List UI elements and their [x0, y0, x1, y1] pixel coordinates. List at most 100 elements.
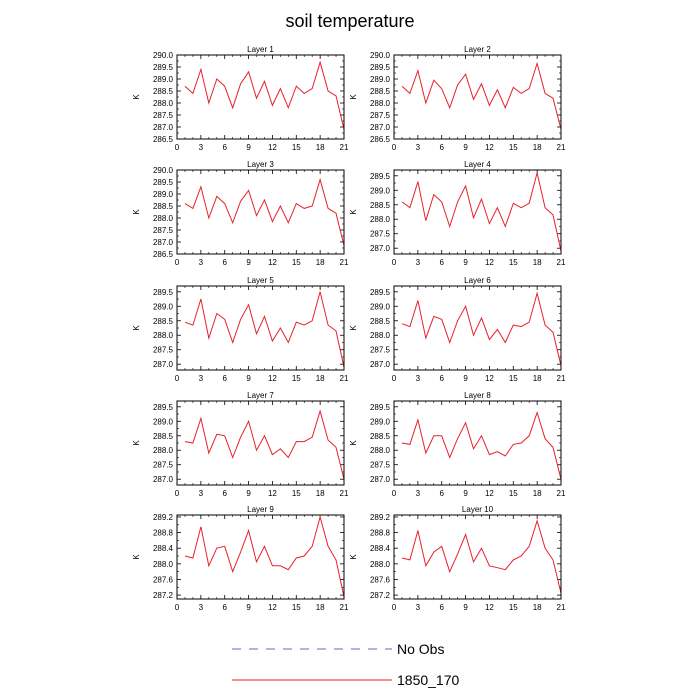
y-tick-label: 290.0: [153, 166, 174, 175]
series-line-1850_170: [184, 515, 344, 598]
y-tick-label: 288.0: [153, 99, 174, 108]
y-axis-label: K: [132, 325, 141, 331]
x-tick-label: 9: [246, 258, 251, 267]
y-tick-label: 288.0: [370, 560, 391, 569]
x-tick-label: 6: [222, 374, 227, 383]
plot-frame: [393, 400, 562, 486]
x-tick-label: 6: [439, 258, 444, 267]
y-tick-label: 289.0: [153, 190, 174, 199]
series-line-1850_170: [401, 410, 561, 480]
plot-frame: [176, 514, 345, 600]
series-line-1850_170: [184, 291, 344, 368]
y-tick-label: 287.2: [370, 591, 391, 600]
x-tick-label: 0: [392, 143, 397, 152]
x-tick-label: 3: [199, 489, 204, 498]
panel-grid: Layer 1 K 0 3 6 9 12 15 18 21 286.5 287.0 287.5 288.0…: [132, 45, 566, 612]
y-tick-label: 287.2: [153, 591, 174, 600]
y-tick-label: 289.5: [370, 63, 391, 72]
series-line-1850_170: [184, 60, 344, 130]
y-tick-label: 289.5: [153, 63, 174, 72]
y-tick-label: 289.5: [153, 178, 174, 187]
x-tick-label: 21: [340, 603, 349, 612]
x-tick-label: 18: [533, 603, 542, 612]
x-tick-label: 18: [533, 489, 542, 498]
y-tick-label: 287.5: [370, 230, 391, 239]
x-tick-label: 12: [485, 374, 494, 383]
x-tick-label: 18: [316, 258, 325, 267]
plot-frame: [176, 169, 345, 255]
y-tick-label: 286.5: [153, 135, 174, 144]
y-axis-label: K: [349, 554, 358, 560]
x-tick-label: 12: [268, 489, 277, 498]
y-axis-label: K: [132, 440, 141, 446]
x-tick-label: 18: [316, 603, 325, 612]
plot-frame: [176, 54, 345, 140]
y-tick-label: 289.5: [370, 288, 391, 297]
x-tick-label: 12: [485, 603, 494, 612]
x-tick-label: 9: [463, 603, 468, 612]
y-tick-label: 287.0: [153, 475, 174, 484]
y-tick-label: 290.0: [153, 51, 174, 60]
x-tick-label: 3: [416, 603, 421, 612]
y-tick-label: 287.6: [153, 575, 174, 584]
series-line-1850_170: [401, 172, 561, 252]
y-tick-label: 288.0: [370, 99, 391, 108]
legend-label-2: 1850_170: [397, 672, 460, 688]
x-tick-label: 21: [340, 489, 349, 498]
y-tick-label: 288.8: [370, 529, 391, 538]
panel-title: Layer 1: [247, 45, 274, 54]
x-tick-label: 0: [392, 374, 397, 383]
x-tick-label: 9: [246, 374, 251, 383]
chart-panel-7: Layer 7 K 0 3 6 9 12 15 18 21 287.0 287.5 288.0 288.5…: [132, 391, 349, 498]
x-tick-label: 9: [246, 143, 251, 152]
x-tick-label: 12: [485, 143, 494, 152]
x-tick-label: 6: [222, 258, 227, 267]
x-tick-label: 21: [340, 258, 349, 267]
chart-panel-1: Layer 1 K 0 3 6 9 12 15 18 21 286.5 287.0 287.5 288.0…: [132, 45, 349, 152]
panel-title: Layer 10: [462, 505, 494, 514]
x-tick-label: 15: [509, 258, 518, 267]
y-tick-label: 289.0: [153, 75, 174, 84]
y-tick-label: 289.5: [370, 172, 391, 181]
series-line-1850_170: [184, 409, 344, 480]
y-axis-label: K: [349, 440, 358, 446]
plot-frame: [393, 54, 562, 140]
y-tick-label: 288.5: [153, 87, 174, 96]
x-tick-label: 9: [463, 258, 468, 267]
x-tick-label: 0: [175, 374, 180, 383]
chart-panel-3: Layer 3 K 0 3 6 9 12 15 18 21 286.5 287.0 287.5 288.0…: [132, 160, 349, 267]
x-tick-label: 15: [292, 603, 301, 612]
panel-title: Layer 8: [464, 391, 491, 400]
y-tick-label: 288.8: [153, 529, 174, 538]
y-tick-label: 289.0: [370, 75, 391, 84]
x-tick-label: 9: [463, 374, 468, 383]
y-tick-label: 289.5: [370, 403, 391, 412]
x-tick-label: 18: [533, 143, 542, 152]
x-tick-label: 12: [268, 143, 277, 152]
x-tick-label: 12: [485, 258, 494, 267]
plot-frame: [176, 400, 345, 486]
y-tick-label: 287.5: [153, 111, 174, 120]
panel-title: Layer 3: [247, 160, 274, 169]
x-tick-label: 0: [175, 489, 180, 498]
x-tick-label: 6: [439, 143, 444, 152]
x-tick-label: 15: [292, 374, 301, 383]
x-tick-label: 0: [392, 489, 397, 498]
x-tick-label: 12: [268, 603, 277, 612]
x-tick-label: 6: [222, 489, 227, 498]
y-tick-label: 289.2: [370, 513, 391, 522]
y-tick-label: 286.5: [370, 135, 391, 144]
y-tick-label: 289.2: [153, 513, 174, 522]
x-tick-label: 15: [509, 143, 518, 152]
y-tick-label: 288.4: [153, 544, 174, 553]
x-tick-label: 18: [533, 374, 542, 383]
y-tick-label: 288.5: [153, 432, 174, 441]
y-axis-label: K: [132, 94, 141, 100]
x-tick-label: 6: [439, 374, 444, 383]
panel-title: Layer 6: [464, 276, 491, 285]
panel-title: Layer 9: [247, 505, 274, 514]
x-tick-label: 6: [439, 603, 444, 612]
x-tick-label: 9: [463, 489, 468, 498]
y-axis-label: K: [132, 209, 141, 215]
series-line-1850_170: [401, 519, 561, 594]
